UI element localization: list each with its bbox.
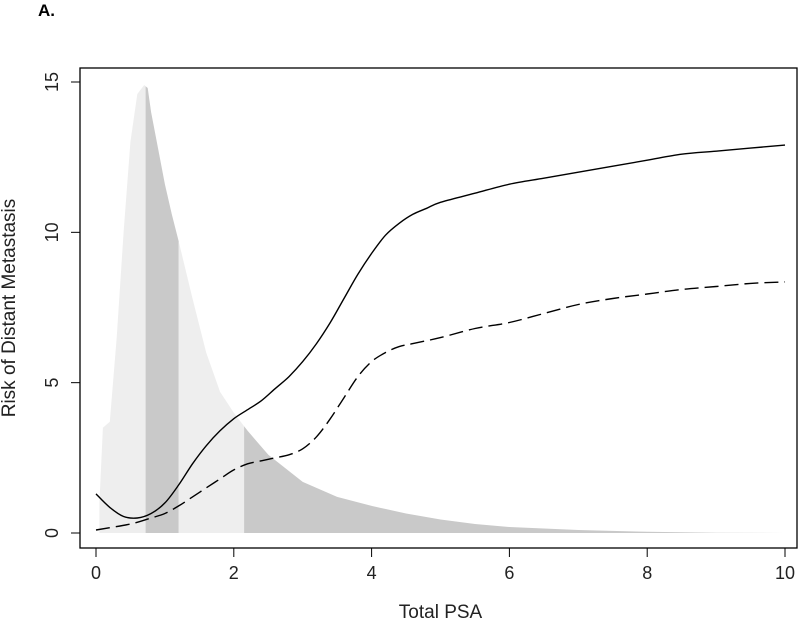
density-band-3 (178, 241, 245, 533)
x-tick-label: 2 (229, 563, 239, 583)
y-tick-label: 5 (42, 378, 62, 388)
x-axis-title: Total PSA (399, 602, 483, 623)
y-tick-label: 10 (42, 222, 62, 242)
density-band-4 (244, 426, 786, 533)
x-tick-label: 10 (775, 563, 795, 583)
x-tick-label: 8 (642, 563, 652, 583)
x-axis: 0 2 4 6 8 10 (91, 547, 795, 583)
y-axis: 0 5 10 15 (42, 72, 80, 538)
x-tick-label: 4 (367, 563, 377, 583)
y-tick-label: 15 (42, 72, 62, 92)
y-tick-label: 0 (42, 528, 62, 538)
series-line-solid (95, 144, 786, 519)
y-axis-title: Risk of Distant Metastasis (0, 199, 20, 418)
panel-label: A. (38, 1, 55, 20)
x-tick-label: 6 (504, 563, 514, 583)
x-tick-label: 0 (91, 563, 101, 583)
density-band-1 (99, 85, 146, 533)
series-layer (95, 144, 786, 531)
density-layer (99, 85, 786, 533)
density-band-2 (145, 86, 179, 533)
series-line-dashed (95, 281, 786, 531)
